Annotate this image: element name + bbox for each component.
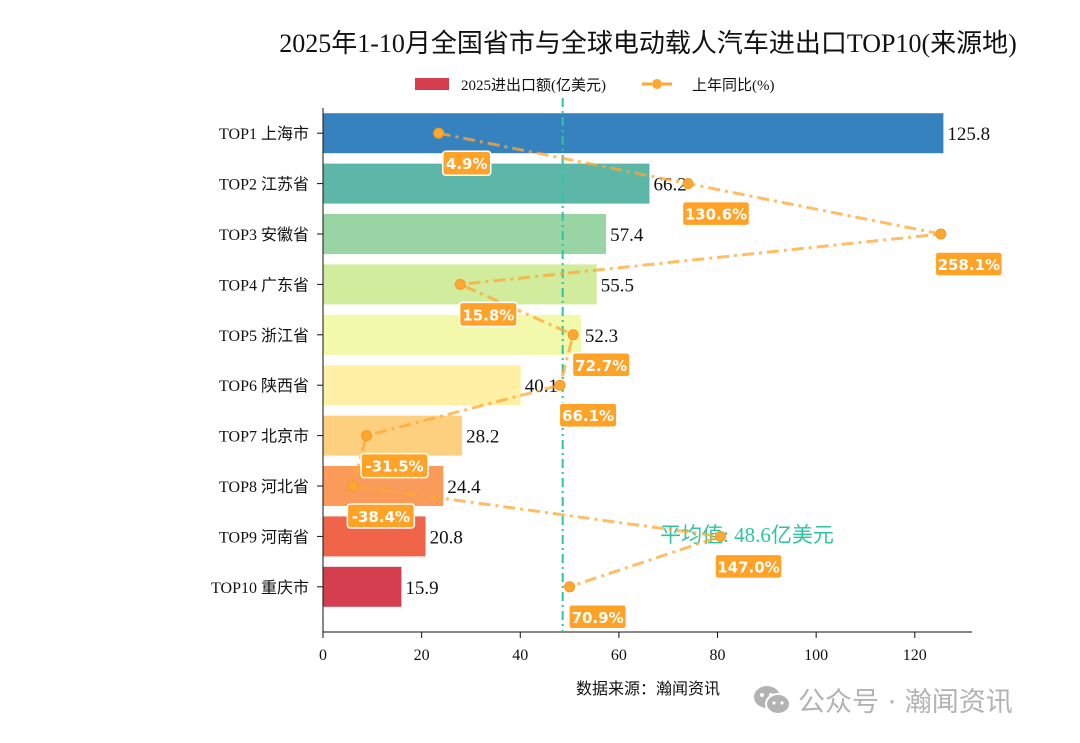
chart-title: 2025年1-10月全国省市与全球电动载人汽车进出口TOP10(来源地) — [279, 29, 1017, 58]
yoy-label-box — [346, 503, 416, 529]
yoy-marker — [564, 581, 576, 593]
legend-line-marker — [652, 79, 662, 89]
watermark: 公众号 · 瀚闻资讯 — [752, 680, 1013, 719]
category-label: TOP1 上海市 — [219, 125, 309, 143]
yoy-marker — [935, 228, 947, 240]
yoy-marker — [715, 530, 727, 542]
category-label: TOP7 北京市 — [219, 428, 309, 446]
yoy-line — [350, 131, 942, 589]
yoy-marker — [567, 329, 579, 341]
x-tick-label: 80 — [710, 647, 726, 664]
yoy-label: 258.1% — [938, 256, 1000, 274]
bar — [323, 365, 521, 406]
bar-value-label: 15.9 — [405, 578, 438, 599]
yoy-label: -31.5% — [365, 458, 423, 476]
bar — [323, 113, 944, 154]
yoy-label: 4.9% — [446, 155, 488, 173]
wechat-icon — [754, 685, 791, 715]
bar — [323, 314, 581, 355]
bar — [323, 566, 402, 607]
yoy-label-box — [714, 553, 783, 580]
x-tick-label: 100 — [804, 647, 828, 664]
yoy-marker — [347, 480, 359, 492]
yoy-label: -38.4% — [352, 508, 410, 526]
watermark-text: 公众号 · 瀚闻资讯 — [798, 687, 1013, 718]
category-label: TOP8 河北省 — [219, 478, 309, 496]
x-tick-label: 60 — [611, 647, 627, 664]
yoy-label: 147.0% — [717, 558, 779, 576]
source-note: 数据来源：瀚闻资讯 — [576, 680, 720, 698]
category-label: TOP2 江苏省 — [219, 176, 309, 194]
yoy-marker — [554, 379, 566, 391]
bar-value-label: 125.8 — [947, 124, 990, 145]
category-label: TOP10 重庆市 — [211, 579, 309, 597]
average-label: 平均值: 48.6亿美元 — [660, 523, 834, 547]
bar-value-label: 40.1 — [525, 376, 558, 397]
bar-value-label: 20.8 — [430, 527, 463, 548]
bar-value-label: 52.3 — [585, 326, 618, 347]
yoy-marker — [682, 178, 694, 190]
yoy-label-box — [441, 150, 492, 176]
yoy-label: 72.7% — [575, 357, 627, 375]
yoy-label-box — [571, 352, 631, 378]
yoy-label-box — [568, 604, 628, 630]
bar-value-label: 28.2 — [466, 427, 499, 448]
yoy-label: 70.9% — [572, 609, 624, 627]
bar-value-label: 24.4 — [447, 477, 481, 498]
yoy-marker — [433, 127, 445, 139]
category-label: TOP6 陕西省 — [219, 377, 309, 395]
legend-line-label: 上年同比(%) — [692, 77, 775, 94]
category-label: TOP4 广东省 — [219, 276, 309, 294]
category-label: TOP3 安徽省 — [219, 226, 309, 244]
x-tick-label: 20 — [414, 647, 430, 664]
legend-bar-label: 2025进出口额(亿美元) — [461, 77, 606, 94]
bar-value-label: 55.5 — [601, 275, 634, 296]
yoy-label: 130.6% — [685, 206, 747, 224]
x-tick-label: 120 — [903, 647, 927, 664]
yoy-label-box — [934, 251, 1004, 277]
legend-bar-swatch — [415, 78, 449, 90]
yoy-label-box — [360, 452, 429, 479]
bar-value-label: 66.2 — [653, 175, 686, 196]
bar — [323, 214, 607, 254]
yoy-label-box — [681, 200, 751, 227]
yoy-label: 66.1% — [562, 407, 614, 425]
category-label: TOP9 河南省 — [219, 528, 309, 546]
category-label: TOP5 浙江省 — [219, 327, 309, 345]
legend: 2025进出口额(亿美元) 上年同比(%) — [415, 77, 775, 94]
x-tick-label: 0 — [319, 647, 327, 664]
bar-value-label: 57.4 — [610, 225, 644, 246]
yoy-label: 15.8% — [462, 306, 514, 324]
yoy-label-box — [458, 301, 518, 328]
yoy-marker — [361, 430, 373, 442]
yoy-marker — [454, 278, 466, 290]
yoy-label-box — [558, 402, 618, 428]
x-tick-label: 40 — [512, 647, 528, 664]
bar — [323, 415, 463, 456]
